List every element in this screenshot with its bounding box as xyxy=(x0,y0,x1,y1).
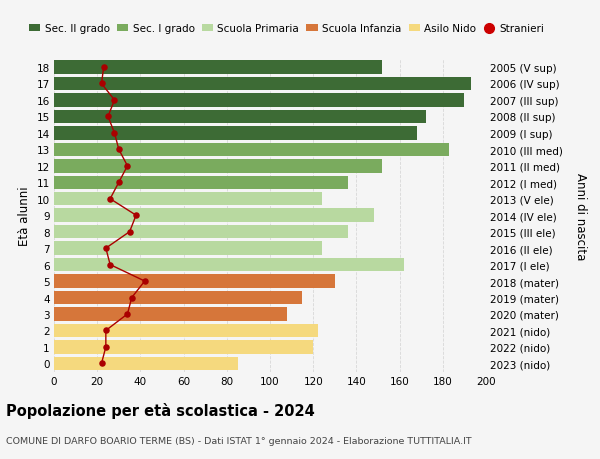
Point xyxy=(122,311,132,318)
Text: COMUNE DI DARFO BOARIO TERME (BS) - Dati ISTAT 1° gennaio 2024 - Elaborazione TU: COMUNE DI DARFO BOARIO TERME (BS) - Dati… xyxy=(6,436,472,445)
Bar xyxy=(54,341,313,354)
Point xyxy=(131,212,141,219)
Bar xyxy=(54,127,417,140)
Point xyxy=(99,64,109,72)
Bar xyxy=(54,176,348,190)
Point xyxy=(127,294,137,302)
Bar xyxy=(54,111,425,124)
Bar xyxy=(54,160,382,173)
Bar xyxy=(54,308,287,321)
Bar xyxy=(54,225,348,239)
Bar xyxy=(54,258,404,272)
Y-axis label: Anni di nascita: Anni di nascita xyxy=(574,172,587,259)
Point xyxy=(106,261,115,269)
Y-axis label: Età alunni: Età alunni xyxy=(18,186,31,246)
Point xyxy=(103,113,113,121)
Bar xyxy=(54,274,335,288)
Point xyxy=(114,146,124,154)
Bar xyxy=(54,242,322,255)
Legend: Sec. II grado, Sec. I grado, Scuola Primaria, Scuola Infanzia, Asilo Nido, Stran: Sec. II grado, Sec. I grado, Scuola Prim… xyxy=(29,24,544,34)
Point xyxy=(101,245,110,252)
Bar xyxy=(54,193,322,206)
Point xyxy=(106,196,115,203)
Point xyxy=(101,327,110,335)
Point xyxy=(110,130,119,137)
Point xyxy=(122,163,132,170)
Point xyxy=(97,360,106,367)
Point xyxy=(101,343,110,351)
Bar xyxy=(54,357,238,370)
Bar xyxy=(54,291,302,305)
Point xyxy=(110,97,119,104)
Point xyxy=(140,278,149,285)
Bar xyxy=(54,78,471,91)
Point xyxy=(125,229,134,236)
Bar xyxy=(54,94,464,107)
Bar xyxy=(54,61,382,75)
Bar xyxy=(54,143,449,157)
Text: Popolazione per età scolastica - 2024: Popolazione per età scolastica - 2024 xyxy=(6,403,315,419)
Bar xyxy=(54,209,374,223)
Bar xyxy=(54,324,317,337)
Point xyxy=(97,81,106,88)
Point xyxy=(114,179,124,186)
